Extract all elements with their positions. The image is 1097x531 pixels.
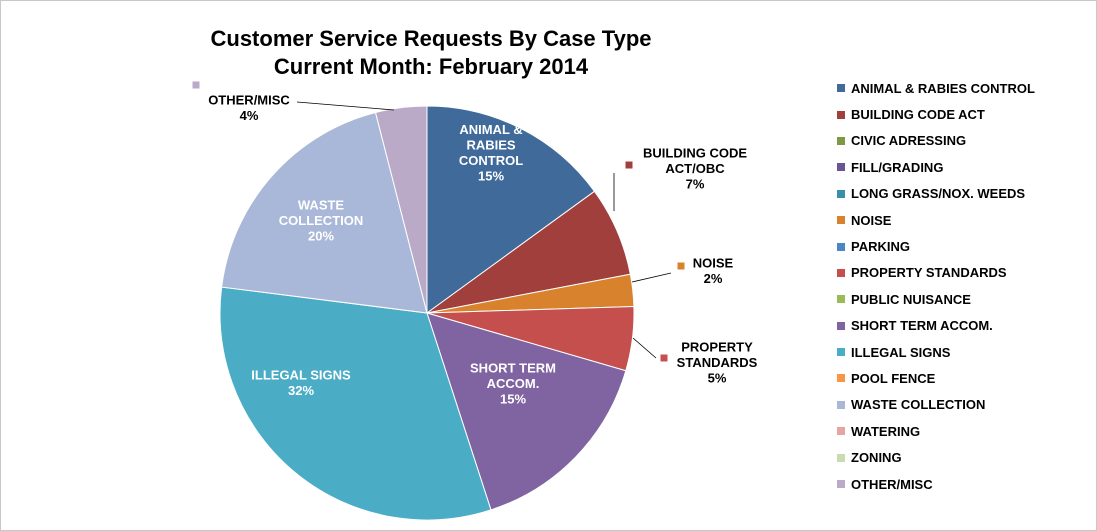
- legend-item: OTHER/MISC: [837, 471, 1035, 497]
- slice-label-2: NOISE 2%: [693, 255, 734, 286]
- chart-title-block: Customer Service Requests By Case Type C…: [151, 25, 711, 81]
- legend-item: BUILDING CODE ACT: [837, 101, 1035, 127]
- legend-item: CIVIC ADRESSING: [837, 128, 1035, 154]
- legend-item: WATERING: [837, 418, 1035, 444]
- label-marker-3: [660, 354, 668, 362]
- legend-label: PUBLIC NUISANCE: [851, 291, 971, 307]
- legend-item: LONG GRASS/NOX. WEEDS: [837, 181, 1035, 207]
- legend-swatch: [837, 163, 845, 172]
- slice-label-6: WASTE COLLECTION 20%: [279, 198, 364, 244]
- legend-label: ZONING: [851, 450, 902, 466]
- legend-label: OTHER/MISC: [851, 476, 933, 492]
- legend-item: NOISE: [837, 207, 1035, 233]
- slice-label-5: ILLEGAL SIGNS 32%: [251, 367, 351, 398]
- legend-label: ILLEGAL SIGNS: [851, 344, 951, 360]
- slice-percent-7: 4%: [240, 108, 259, 123]
- slice-name-line: SHORT TERM: [470, 361, 556, 376]
- slice-label-3: PROPERTY STANDARDS 5%: [677, 340, 758, 386]
- legend-item: ANIMAL & RABIES CONTROL: [837, 75, 1035, 101]
- legend-item: SHORT TERM ACCOM.: [837, 313, 1035, 339]
- slice-name-line: WASTE: [298, 198, 345, 213]
- pie-slice-5: [219, 286, 492, 521]
- legend-swatch: [837, 348, 845, 357]
- slice-name-line: ACT/OBC: [665, 161, 725, 176]
- legend-swatch: [837, 84, 845, 93]
- leader-line-7: [296, 101, 395, 111]
- slice-name-line: STANDARDS: [677, 355, 758, 370]
- legend-swatch: [837, 216, 845, 225]
- slice-percent-4: 15%: [500, 392, 526, 407]
- legend-swatch: [837, 189, 845, 198]
- legend-label: LONG GRASS/NOX. WEEDS: [851, 186, 1026, 202]
- label-marker-7: [192, 81, 200, 89]
- legend-swatch: [837, 242, 845, 251]
- legend-label: PARKING: [851, 239, 910, 255]
- slice-percent-1: 7%: [686, 177, 705, 192]
- leader-line-3: [632, 337, 657, 359]
- legend-label: POOL FENCE: [851, 370, 936, 386]
- legend-item: PARKING: [837, 233, 1035, 259]
- legend-swatch: [837, 374, 845, 383]
- slice-label-1: BUILDING CODE ACT/OBC 7%: [643, 146, 747, 192]
- legend-label: SHORT TERM ACCOM.: [851, 318, 993, 334]
- legend-label: NOISE: [851, 212, 892, 228]
- slice-percent-5: 32%: [288, 383, 314, 398]
- legend-swatch: [837, 136, 845, 145]
- legend-swatch: [837, 427, 845, 436]
- slice-name-line: OTHER/MISC: [208, 92, 290, 107]
- leader-line-2: [631, 272, 672, 283]
- slice-name-line: CONTROL: [459, 153, 523, 168]
- slice-percent-6: 20%: [308, 229, 334, 244]
- slice-name-line: RABIES: [466, 137, 515, 152]
- slice-name-line: BUILDING CODE: [643, 146, 747, 161]
- legend-item: POOL FENCE: [837, 365, 1035, 391]
- legend-label: WASTE COLLECTION: [851, 397, 986, 413]
- legend-swatch: [837, 268, 845, 277]
- legend-item: ZONING: [837, 444, 1035, 470]
- chart-legend: ANIMAL & RABIES CONTROL BUILDING CODE ACT…: [837, 75, 1035, 497]
- pie-slices: [219, 105, 635, 521]
- legend-label: PROPERTY STANDARDS: [851, 265, 1007, 281]
- legend-label: CIVIC ADRESSING: [851, 133, 967, 149]
- chart-title: Customer Service Requests By Case Type: [210, 26, 652, 51]
- legend-label: WATERING: [851, 423, 921, 439]
- slice-name-line: ACCOM.: [487, 376, 540, 391]
- label-marker-2: [677, 262, 685, 270]
- pie-leader-lines: [192, 81, 685, 362]
- legend-swatch: [837, 453, 845, 462]
- pie-slice-0: [426, 105, 596, 314]
- legend-item: FILL/GRADING: [837, 154, 1035, 180]
- legend-item: PUBLIC NUISANCE: [837, 286, 1035, 312]
- legend-swatch: [837, 400, 845, 409]
- legend-swatch: [837, 480, 845, 489]
- pie-labels: ANIMAL & RABIES CONTROL 15%BUILDING CODE ACT…: [208, 92, 757, 406]
- legend-swatch: [837, 110, 845, 119]
- label-marker-1: [625, 161, 633, 169]
- slice-name-line: COLLECTION: [279, 213, 364, 228]
- slice-label-0: ANIMAL & RABIES CONTROL 15%: [459, 122, 523, 184]
- legend-label: ANIMAL & RABIES CONTROL: [851, 80, 1035, 96]
- slice-name-line: ANIMAL &: [459, 122, 522, 137]
- slice-name-line: NOISE: [693, 255, 734, 270]
- slice-name-line: ILLEGAL SIGNS: [251, 367, 351, 382]
- slice-percent-0: 15%: [478, 168, 504, 183]
- slice-label-7: OTHER/MISC 4%: [208, 92, 290, 123]
- legend-item: WASTE COLLECTION: [837, 392, 1035, 418]
- legend-item: ILLEGAL SIGNS: [837, 339, 1035, 365]
- legend-label: BUILDING CODE ACT: [851, 107, 985, 123]
- slice-percent-3: 5%: [708, 371, 727, 386]
- chart-subtitle: Current Month: February 2014: [273, 54, 589, 79]
- slice-percent-2: 2%: [704, 271, 723, 286]
- legend-item: PROPERTY STANDARDS: [837, 260, 1035, 286]
- legend-swatch: [837, 321, 845, 330]
- pie-slice-6: [221, 111, 428, 314]
- legend-label: FILL/GRADING: [851, 159, 944, 175]
- pie-slice-7: [374, 105, 428, 314]
- pie-slice-4: [426, 312, 627, 511]
- slice-name-line: PROPERTY: [681, 340, 753, 355]
- slice-label-4: SHORT TERM ACCOM. 15%: [470, 361, 556, 407]
- legend-swatch: [837, 295, 845, 304]
